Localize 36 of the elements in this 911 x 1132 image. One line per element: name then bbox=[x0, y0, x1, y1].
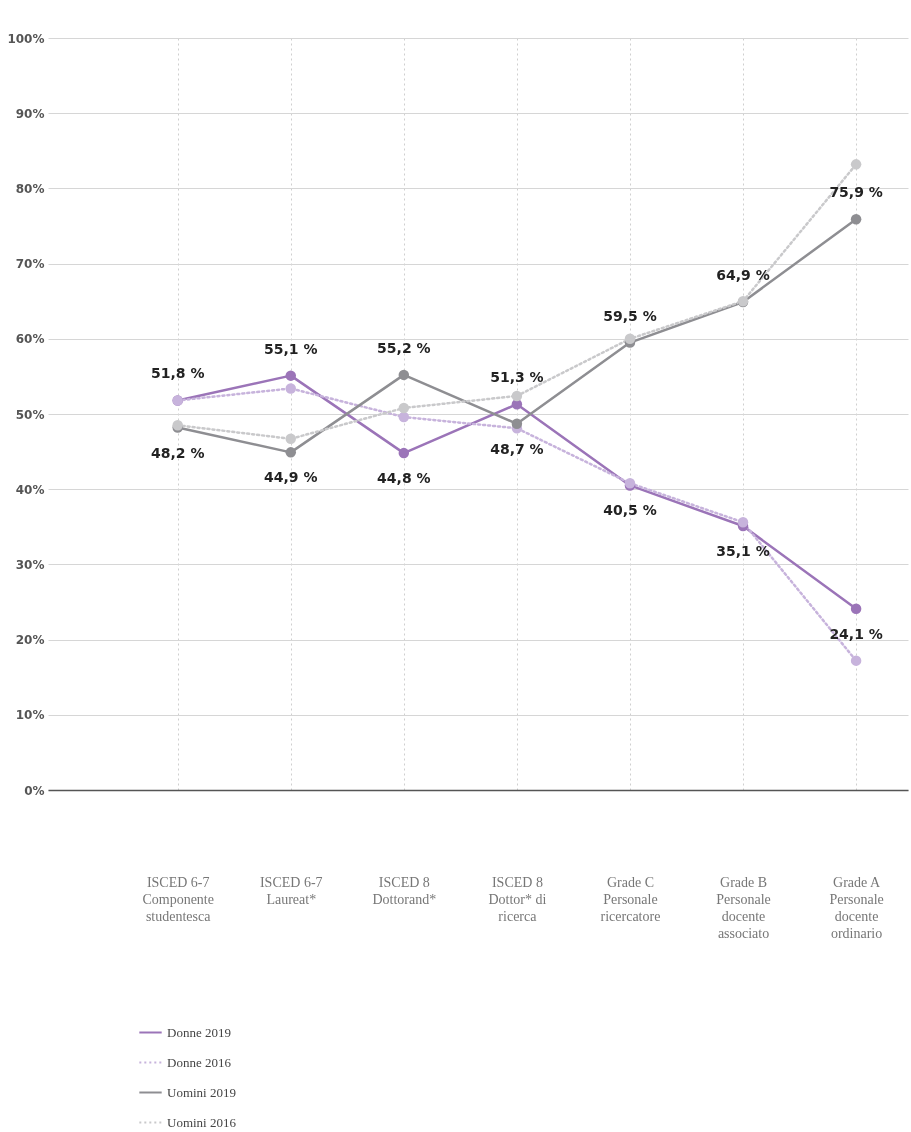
data-label: 51,8 % bbox=[150, 365, 205, 382]
y-tick-label: 20% bbox=[15, 633, 45, 648]
y-tick-label: 30% bbox=[15, 557, 45, 572]
y-tick-label: 40% bbox=[15, 482, 45, 497]
data-label: 75,9 % bbox=[829, 184, 883, 201]
data-label: 40,5 % bbox=[603, 502, 657, 519]
data-label: 64,9 % bbox=[716, 266, 770, 283]
data-label: 51,3 % bbox=[490, 369, 544, 386]
y-tick-label: 100% bbox=[7, 31, 45, 46]
data-label: 55,2 % bbox=[377, 339, 431, 356]
y-tick-label: 90% bbox=[15, 106, 45, 121]
x-tick-label: Grade C Personale ricercatore bbox=[600, 874, 661, 924]
y-tick-label: 60% bbox=[15, 332, 45, 347]
legend-label: Donne 2019 bbox=[167, 1024, 231, 1040]
y-tick-label: 0% bbox=[24, 783, 45, 798]
x-tick-label: ISCED 8 Dottor* di ricerca bbox=[488, 874, 547, 924]
legend-label: Donne 2016 bbox=[167, 1054, 232, 1070]
data-label: 35,1 % bbox=[716, 543, 770, 560]
y-tick-label: 10% bbox=[15, 708, 45, 723]
y-tick-label: 80% bbox=[15, 181, 45, 196]
x-tick-label: ISCED 6-7 Componente studentesca bbox=[142, 874, 214, 924]
x-tick-label: Grade B Personale docente associato bbox=[716, 874, 771, 941]
legend-label: Uomini 2019 bbox=[167, 1084, 236, 1100]
x-tick-label: ISCED 8 Dottorand* bbox=[372, 874, 437, 907]
data-label: 48,2 % bbox=[150, 444, 205, 461]
x-tick-label: ISCED 6-7 Laureat* bbox=[259, 874, 323, 907]
y-tick-label: 70% bbox=[15, 257, 45, 272]
data-label: 44,9 % bbox=[264, 469, 318, 486]
legend-label: Uomini 2016 bbox=[167, 1114, 237, 1130]
data-label: 24,1 % bbox=[829, 625, 883, 642]
data-label: 59,5 % bbox=[603, 307, 657, 324]
data-label: 44,8 % bbox=[377, 470, 431, 487]
data-label: 55,1 % bbox=[264, 340, 318, 357]
x-tick-label: Grade A Personale docente ordinario bbox=[829, 874, 884, 941]
data-label: 48,7 % bbox=[490, 440, 544, 457]
y-tick-label: 50% bbox=[15, 407, 45, 422]
